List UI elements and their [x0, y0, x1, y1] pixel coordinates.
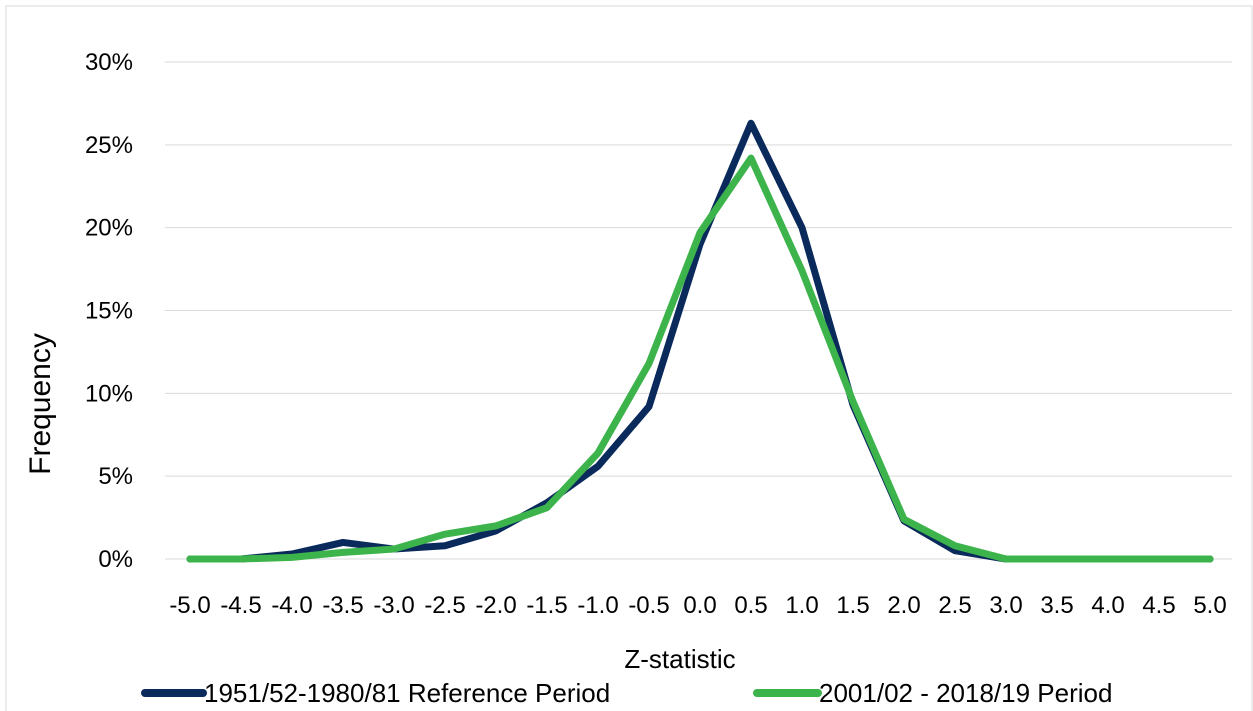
x-axis-title: Z-statistic: [624, 644, 735, 674]
y-axis-title: Frequency: [24, 333, 57, 475]
chart-border: [5, 5, 1253, 711]
x-tick-label: -3.0: [373, 592, 414, 619]
series-line-2: [186, 154, 1214, 563]
x-tick-label: -3.5: [322, 592, 363, 619]
y-tick-label: 5%: [98, 463, 133, 490]
x-tick-label: 3.0: [989, 592, 1022, 619]
legend-item-2: 2001/02 - 2018/19 Period: [753, 678, 1112, 708]
y-tick-label: 10%: [85, 380, 133, 407]
x-tick-label: 2.0: [887, 592, 920, 619]
x-tick-label: 2.5: [938, 592, 971, 619]
series-layer: [186, 119, 1214, 563]
x-tick-label: -2.5: [424, 592, 465, 619]
x-tick-label: 3.5: [1040, 592, 1073, 619]
y-tick-label: 30%: [85, 49, 133, 76]
x-axis-ticks: -5.0 -4.5 -4.0 -3.5 -3.0 -2.5 -2.0 -1.5 -1.0 -0.5…: [169, 592, 1226, 619]
y-tick-label: 0%: [98, 546, 133, 573]
x-tick-label: 4.0: [1091, 592, 1124, 619]
x-tick-label: 4.5: [1142, 592, 1175, 619]
y-tick-label: 20%: [85, 215, 133, 242]
x-tick-label: -1.0: [577, 592, 618, 619]
x-tick-label: 1.5: [836, 592, 869, 619]
x-tick-label: 1.0: [785, 592, 818, 619]
x-tick-label: -1.5: [526, 592, 567, 619]
x-tick-label: -2.0: [475, 592, 516, 619]
legend: 1951/52-1980/81 Reference Period 2001/02 …: [141, 678, 1112, 708]
y-axis-ticks: 0% 5% 10% 15% 20% 25% 30%: [85, 49, 133, 573]
y-tick-label: 15%: [85, 298, 133, 325]
legend-label: 2001/02 - 2018/19 Period: [819, 678, 1112, 708]
x-tick-label: 0.0: [683, 592, 716, 619]
x-tick-label: -4.5: [220, 592, 261, 619]
x-tick-label: -0.5: [628, 592, 669, 619]
x-tick-label: -4.0: [271, 592, 312, 619]
x-tick-label: 5.0: [1193, 592, 1226, 619]
y-tick-label: 25%: [85, 132, 133, 159]
gridlines: [165, 61, 1232, 560]
x-tick-label: -5.0: [169, 592, 210, 619]
x-tick-label: 0.5: [734, 592, 767, 619]
legend-label: 1951/52-1980/81 Reference Period: [204, 678, 610, 708]
legend-item-1: 1951/52-1980/81 Reference Period: [141, 678, 610, 708]
